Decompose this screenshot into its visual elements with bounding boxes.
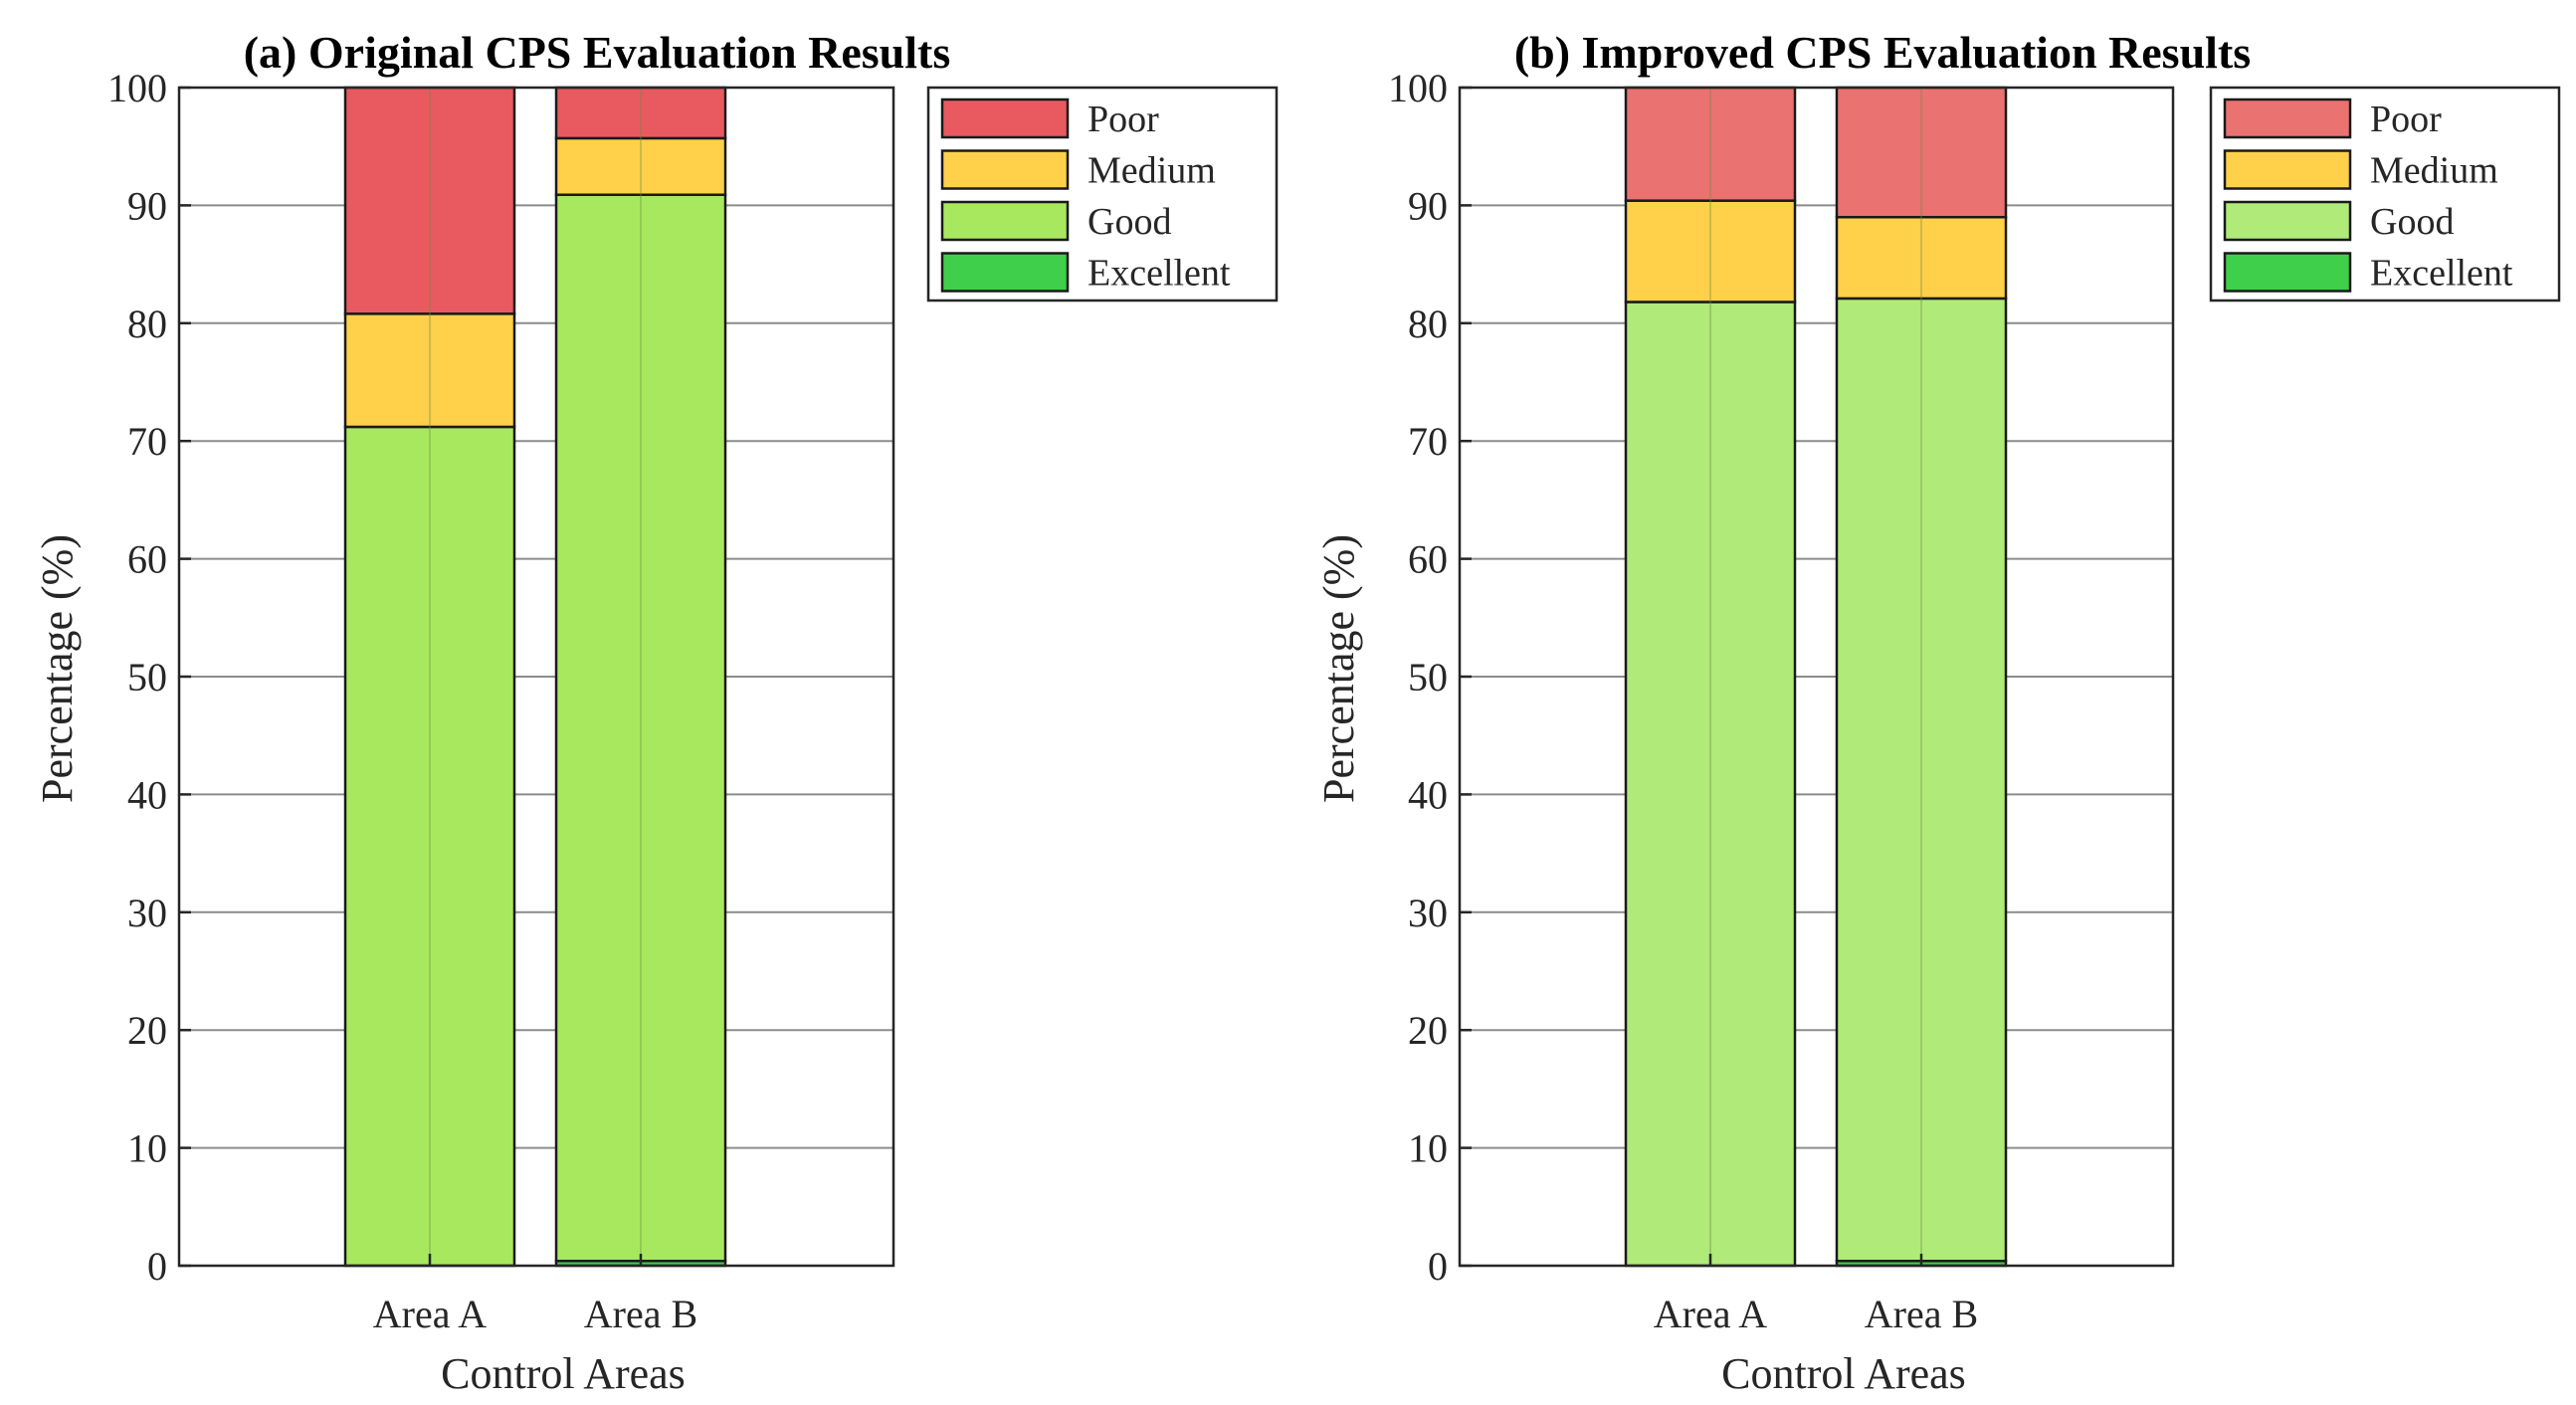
- legend-swatch-good: [2223, 200, 2352, 242]
- x-tick-label: Area B: [584, 1292, 697, 1336]
- legend-label-good: Good: [2370, 201, 2454, 243]
- y-tick-label: 80: [127, 301, 167, 346]
- chart-title-a: (a) Original CPS Evaluation Results: [244, 27, 951, 78]
- x-tick-label: Area B: [1865, 1292, 1978, 1336]
- x-axis-label-b: Control Areas: [1721, 1349, 1966, 1398]
- y-tick-label: 80: [1408, 301, 1448, 346]
- y-tick-label: 50: [1408, 655, 1448, 700]
- legend-swatch-good: [940, 200, 1070, 242]
- bar-poor-area-a: [343, 86, 516, 315]
- y-tick-label: 30: [1408, 891, 1448, 935]
- yticks-b: 0 10 20 30 40 50 60 70 80 90 100: [1388, 66, 1472, 1289]
- legend-label-excellent: Excellent: [2370, 253, 2513, 295]
- y-tick-label: 20: [127, 1008, 167, 1053]
- legend-a: Poor Medium Good Excellent: [926, 86, 1279, 302]
- panel-a: 0 10 20 30 40 50 60 70 80 90 100 Area A Area B (a) …: [33, 27, 1279, 1398]
- bar-good-area-a: [343, 425, 516, 1268]
- y-tick-label: 40: [1408, 772, 1448, 817]
- legend-swatch-excellent: [940, 252, 1070, 293]
- legend-label-medium: Medium: [2370, 150, 2498, 192]
- x-tick-label: Area A: [373, 1292, 488, 1336]
- y-tick-label: 70: [127, 419, 167, 464]
- y-tick-label: 70: [1408, 419, 1448, 464]
- legend-swatch-excellent: [2223, 252, 2352, 293]
- x-axis-label-a: Control Areas: [441, 1349, 686, 1398]
- legend-b: Poor Medium Good Excellent: [2209, 86, 2561, 302]
- legend-label-good: Good: [1088, 201, 1171, 243]
- legend-label-medium: Medium: [1088, 150, 1216, 192]
- y-tick-label: 60: [1408, 537, 1448, 582]
- y-tick-label: 40: [127, 772, 167, 817]
- bars-a: [343, 86, 727, 1268]
- bar-medium-area-a: [1624, 199, 1797, 303]
- y-tick-label: 50: [127, 655, 167, 700]
- x-tick-label: Area A: [1654, 1292, 1768, 1336]
- y-tick-label: 90: [1408, 183, 1448, 228]
- legend-label-excellent: Excellent: [1088, 253, 1231, 295]
- y-tick-label: 0: [147, 1244, 167, 1289]
- legend-label-poor: Poor: [2370, 99, 2442, 140]
- y-tick-label: 100: [1388, 66, 1448, 110]
- bar-good-area-a: [1624, 301, 1797, 1268]
- xticks-b: Area A Area B: [1654, 1254, 1978, 1336]
- legend-label-poor: Poor: [1088, 99, 1159, 140]
- y-tick-label: 20: [1408, 1008, 1448, 1053]
- y-tick-label: 30: [127, 891, 167, 935]
- bar-poor-area-a: [1624, 86, 1797, 202]
- y-tick-label: 90: [127, 183, 167, 228]
- chart-title-b: (b) Improved CPS Evaluation Results: [1514, 27, 2251, 78]
- bar-medium-area-b: [1835, 215, 2008, 301]
- legend-swatch-poor: [2223, 98, 2352, 139]
- legend-swatch-medium: [940, 149, 1070, 190]
- bar-poor-area-b: [554, 86, 727, 140]
- y-tick-label: 100: [107, 66, 167, 110]
- y-axis-label-a: Percentage (%): [33, 534, 82, 803]
- y-axis-label-b: Percentage (%): [1314, 534, 1363, 803]
- bar-poor-area-b: [1835, 86, 2008, 219]
- legend-swatch-poor: [940, 98, 1070, 139]
- legend-swatch-medium: [2223, 149, 2352, 190]
- y-tick-label: 10: [1408, 1126, 1448, 1171]
- bar-medium-area-a: [343, 312, 516, 429]
- gridlines-a: [179, 204, 893, 1149]
- y-tick-label: 0: [1428, 1244, 1448, 1289]
- y-tick-label: 60: [127, 537, 167, 582]
- bars-b: [1624, 86, 2008, 1268]
- y-tick-label: 10: [127, 1126, 167, 1171]
- gridlines-b: [1460, 204, 2173, 1149]
- xticks-a: Area A Area B: [373, 1254, 697, 1336]
- yticks-a: 0 10 20 30 40 50 60 70 80 90 100: [107, 66, 191, 1289]
- panel-b: 0 10 20 30 40 50 60 70 80 90 100 Area A Area B (b) …: [1314, 27, 2561, 1398]
- bar-good-area-b: [554, 193, 727, 1263]
